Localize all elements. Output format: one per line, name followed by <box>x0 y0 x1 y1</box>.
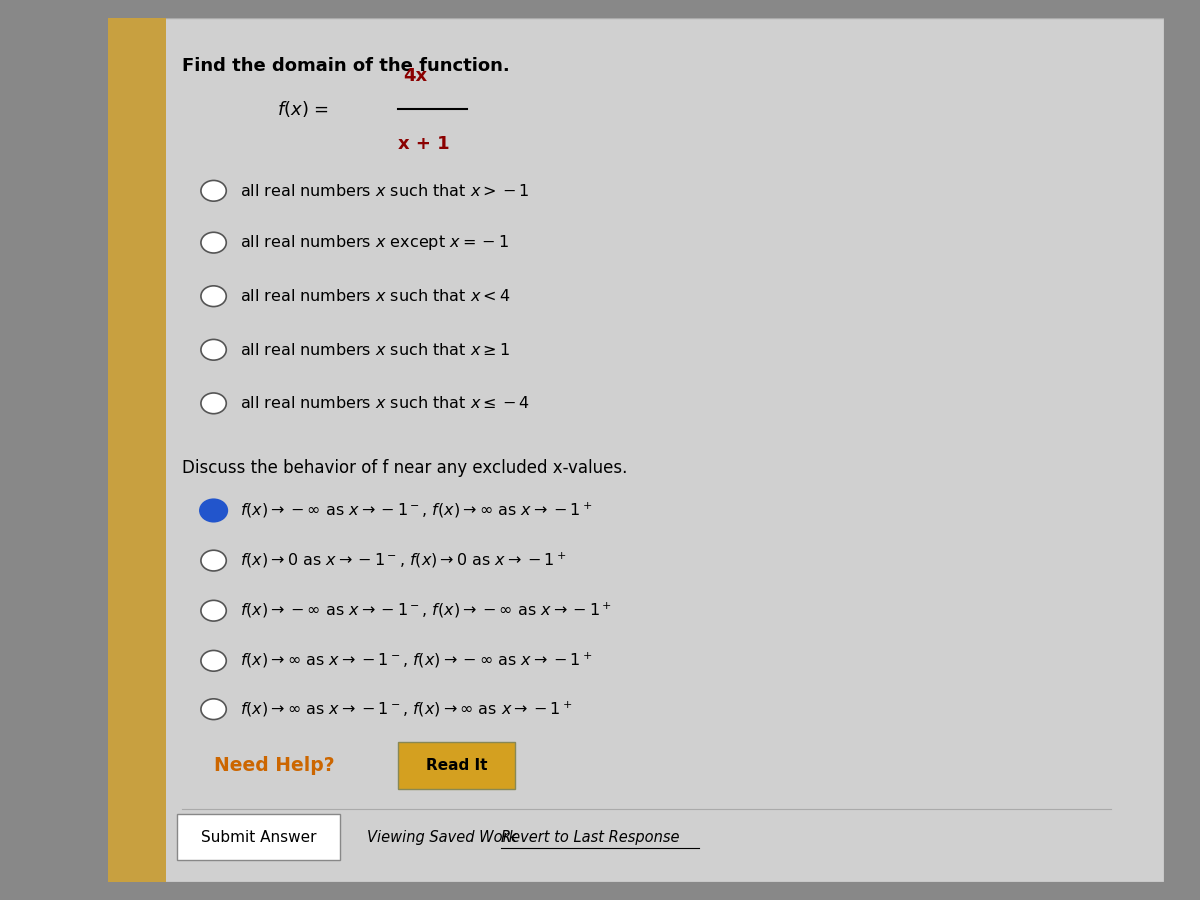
Text: Submit Answer: Submit Answer <box>200 830 317 844</box>
FancyBboxPatch shape <box>108 18 166 882</box>
Text: $f(x) \rightarrow 0$ as $x \rightarrow -1^-$, $f(x) \rightarrow 0$ as $x \righta: $f(x) \rightarrow 0$ as $x \rightarrow -… <box>240 551 566 571</box>
Text: $\mathit{f}$$\mathit{(x)}$ =: $\mathit{f}$$\mathit{(x)}$ = <box>277 99 329 119</box>
Text: $f(x) \rightarrow \infty$ as $x \rightarrow -1^-$, $f(x) \rightarrow \infty$ as : $f(x) \rightarrow \infty$ as $x \rightar… <box>240 699 572 719</box>
Text: Read It: Read It <box>426 758 487 773</box>
Circle shape <box>200 339 227 360</box>
Text: $f(x) \rightarrow -\infty$ as $x \rightarrow -1^-$, $f(x) \rightarrow \infty$ as: $f(x) \rightarrow -\infty$ as $x \righta… <box>240 500 593 520</box>
Circle shape <box>200 286 227 307</box>
Circle shape <box>200 393 227 414</box>
Text: $f(x) \rightarrow -\infty$ as $x \rightarrow -1^-$, $f(x) \rightarrow -\infty$ a: $f(x) \rightarrow -\infty$ as $x \righta… <box>240 601 612 620</box>
FancyBboxPatch shape <box>108 18 1164 882</box>
Text: all real numbers $x$ such that $x \leq -4$: all real numbers $x$ such that $x \leq -… <box>240 395 530 411</box>
Text: Discuss the behavior of f near any excluded x-values.: Discuss the behavior of f near any exclu… <box>182 459 628 477</box>
Text: x + 1: x + 1 <box>398 135 450 153</box>
Text: all real numbers $x$ such that $x \geq 1$: all real numbers $x$ such that $x \geq 1… <box>240 342 510 358</box>
Circle shape <box>200 232 227 253</box>
Text: $f(x) \rightarrow \infty$ as $x \rightarrow -1^-$, $f(x) \rightarrow -\infty$ as: $f(x) \rightarrow \infty$ as $x \rightar… <box>240 652 593 670</box>
Text: Revert to Last Response: Revert to Last Response <box>500 830 679 844</box>
Text: Find the domain of the function.: Find the domain of the function. <box>182 57 510 75</box>
Circle shape <box>200 600 227 621</box>
Circle shape <box>200 651 227 671</box>
Circle shape <box>200 180 227 202</box>
Circle shape <box>200 550 227 571</box>
Circle shape <box>200 698 227 720</box>
Text: Viewing Saved Work: Viewing Saved Work <box>367 830 522 844</box>
Text: all real numbers $x$ except $x = -1$: all real numbers $x$ except $x = -1$ <box>240 233 509 252</box>
FancyBboxPatch shape <box>398 742 515 788</box>
Text: all real numbers $x$ such that $x < 4$: all real numbers $x$ such that $x < 4$ <box>240 288 510 304</box>
Text: Need Help?: Need Help? <box>214 756 335 775</box>
Text: 4x: 4x <box>403 67 428 85</box>
Circle shape <box>200 500 227 522</box>
FancyBboxPatch shape <box>176 814 341 860</box>
Text: all real numbers $x$ such that $x > -1$: all real numbers $x$ such that $x > -1$ <box>240 183 529 199</box>
